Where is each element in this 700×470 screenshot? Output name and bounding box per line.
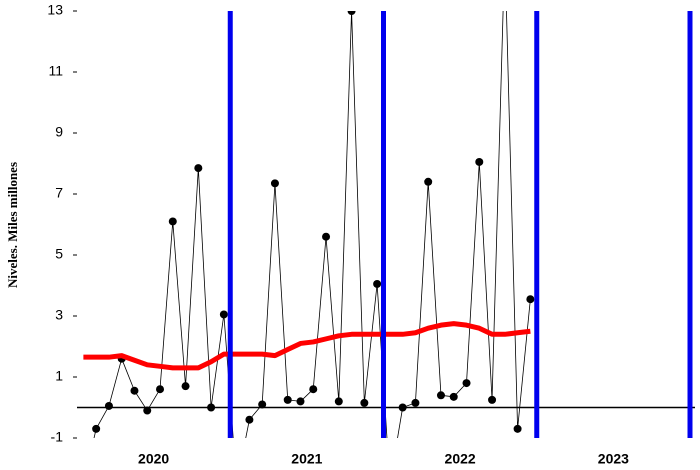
point	[449, 392, 458, 401]
y-tick-label: 13	[47, 2, 63, 18]
y-tick-label: 11	[48, 63, 63, 79]
point	[424, 177, 433, 186]
point	[283, 395, 292, 404]
point	[360, 398, 369, 407]
point	[488, 395, 497, 404]
point	[194, 164, 203, 173]
point	[334, 397, 343, 406]
point	[156, 385, 165, 394]
point	[270, 179, 279, 188]
point	[143, 406, 152, 415]
point	[462, 379, 471, 388]
year-label: 2022	[445, 451, 476, 467]
y-tick-label: 5	[55, 246, 63, 262]
point	[245, 415, 254, 424]
point	[475, 157, 484, 166]
y-axis-label: Niveles. Miles millones	[5, 162, 20, 288]
point	[347, 11, 356, 15]
y-tick-label: -1	[51, 429, 64, 445]
point	[168, 217, 177, 226]
y-tick-label: 1	[55, 368, 63, 384]
point	[92, 424, 101, 433]
point	[130, 386, 139, 395]
point	[181, 382, 190, 391]
point	[526, 295, 535, 304]
y-tick-label: 3	[55, 307, 63, 323]
point	[296, 397, 305, 406]
point	[309, 385, 318, 394]
year-label: 2023	[598, 451, 629, 467]
year-label: 2021	[291, 451, 322, 467]
series-line	[93, 11, 531, 438]
point	[219, 310, 228, 319]
point	[513, 424, 522, 433]
point	[436, 391, 445, 400]
point	[322, 232, 331, 241]
point	[373, 279, 382, 288]
year-label: 2020	[138, 451, 169, 467]
trend-line	[83, 321, 531, 371]
y-tick-label: 9	[55, 124, 63, 140]
point	[411, 398, 420, 407]
point	[104, 401, 113, 410]
y-tick-label: 7	[55, 185, 63, 201]
plot-area	[83, 11, 535, 438]
point	[258, 400, 267, 409]
